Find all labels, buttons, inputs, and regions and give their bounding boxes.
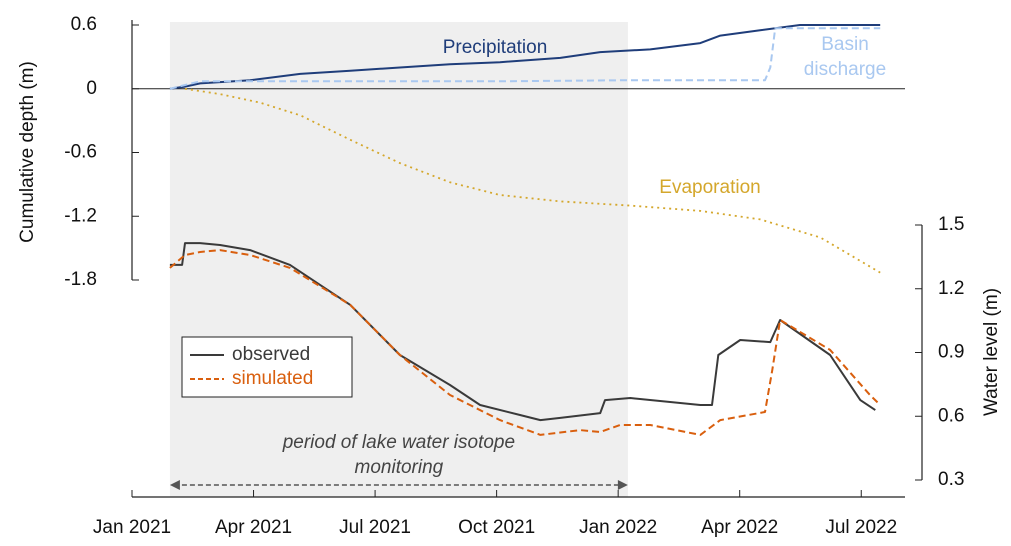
series-label: Evaporation bbox=[659, 177, 761, 198]
series-line bbox=[169, 27, 881, 90]
legend-label: observed bbox=[232, 344, 310, 365]
series-line bbox=[169, 24, 881, 90]
y2-tick-label: 1.2 bbox=[938, 278, 964, 299]
arrow-head bbox=[617, 480, 628, 490]
series-label: Basin discharge bbox=[803, 34, 887, 80]
annotation: period of lake water isotope monitoring bbox=[282, 432, 516, 478]
shaded-region bbox=[169, 22, 628, 497]
y-axis-label: Cumulative depth (m) bbox=[17, 61, 38, 243]
x-tick-label: Oct 2021 bbox=[458, 517, 535, 538]
y-tick-label: 0.6 bbox=[71, 14, 97, 35]
y-tick-label: 0 bbox=[86, 78, 97, 99]
x-tick-label: Jul 2021 bbox=[339, 517, 411, 538]
arrow-head bbox=[169, 480, 180, 490]
x-tick-label: Jan 2022 bbox=[579, 517, 657, 538]
y2-tick-label: 0.3 bbox=[938, 469, 964, 490]
legend-box bbox=[181, 336, 353, 398]
series-line bbox=[169, 242, 876, 422]
x-tick-label: Jan 2021 bbox=[93, 517, 171, 538]
y2-tick-label: 0.6 bbox=[938, 405, 964, 426]
y-tick-label: -1.2 bbox=[64, 205, 97, 226]
y-tick-label: -1.8 bbox=[64, 269, 97, 290]
series-label: Precipitation bbox=[442, 37, 548, 58]
x-tick-label: Jul 2022 bbox=[825, 517, 897, 538]
x-tick-label: Apr 2021 bbox=[215, 517, 292, 538]
y2-axis-label: Water level (m) bbox=[981, 288, 1002, 416]
x-tick-label: Apr 2022 bbox=[701, 517, 778, 538]
y2-tick-label: 1.5 bbox=[938, 214, 964, 235]
y-tick-label: -0.6 bbox=[64, 142, 97, 163]
legend-label: simulated bbox=[232, 368, 313, 389]
y2-tick-label: 0.9 bbox=[938, 342, 964, 363]
